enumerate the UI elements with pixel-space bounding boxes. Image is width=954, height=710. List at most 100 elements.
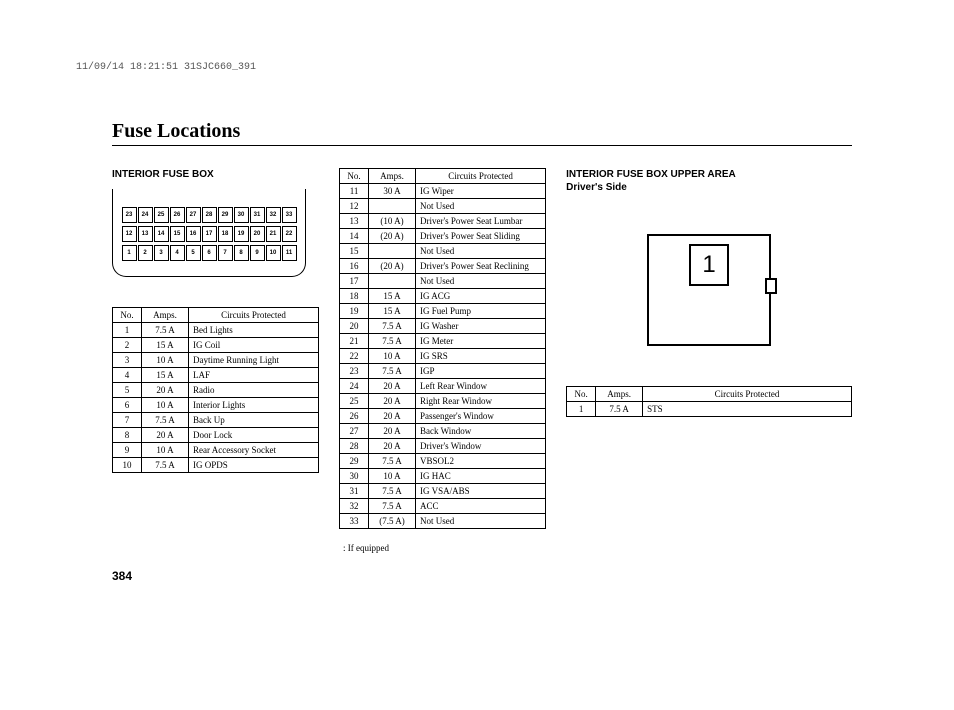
- table-row: 1915 AIG Fuel Pump: [340, 304, 546, 319]
- upperbox-diagram: 1: [647, 234, 771, 346]
- cell-no: 28: [340, 439, 369, 454]
- fuse-cell: 1: [122, 245, 137, 261]
- fuse-cell: 21: [266, 226, 281, 242]
- cell-circuits: Not Used: [416, 514, 546, 529]
- cell-circuits: Right Rear Window: [416, 394, 546, 409]
- cell-no: 27: [340, 424, 369, 439]
- table-row: 14(20 A)Driver's Power Seat Sliding: [340, 229, 546, 244]
- fuse-cell: 16: [186, 226, 201, 242]
- cell-no: 1: [567, 402, 596, 417]
- fuse-cell: 24: [138, 207, 153, 223]
- table-row: 237.5 AIGP: [340, 364, 546, 379]
- cell-circuits: IG Meter: [416, 334, 546, 349]
- fuse-cell: 6: [202, 245, 217, 261]
- fuse-cell: 9: [250, 245, 265, 261]
- cell-no: 20: [340, 319, 369, 334]
- section-3-title-line2: Driver's Side: [566, 182, 627, 193]
- fuse-cell: 10: [266, 245, 281, 261]
- cell-no: 16: [340, 259, 369, 274]
- cell-amps: [369, 244, 416, 259]
- cell-no: 19: [340, 304, 369, 319]
- cell-amps: 20 A: [369, 424, 416, 439]
- fuse-cell: 20: [250, 226, 265, 242]
- page-content: Fuse Locations INTERIOR FUSE BOX 2324252…: [112, 120, 852, 553]
- cell-no: 5: [113, 383, 142, 398]
- cell-amps: 7.5 A: [369, 334, 416, 349]
- cell-circuits: Driver's Window: [416, 439, 546, 454]
- cell-no: 23: [340, 364, 369, 379]
- cell-amps: 7.5 A: [369, 484, 416, 499]
- table-header-no: No.: [567, 387, 596, 402]
- cell-no: 30: [340, 469, 369, 484]
- cell-circuits: Driver's Power Seat Reclining: [416, 259, 546, 274]
- cell-amps: 20 A: [369, 409, 416, 424]
- fuse-cell: 33: [282, 207, 297, 223]
- table-row: 2620 APassenger's Window: [340, 409, 546, 424]
- cell-no: 3: [113, 353, 142, 368]
- cell-circuits: Passenger's Window: [416, 409, 546, 424]
- upperbox-diagram-wrap: 1: [566, 234, 852, 346]
- section-3-title: INTERIOR FUSE BOX UPPER AREA Driver's Si…: [566, 168, 852, 194]
- table-row: 317.5 AIG VSA/ABS: [340, 484, 546, 499]
- table-row: 327.5 AACC: [340, 499, 546, 514]
- column-1: INTERIOR FUSE BOX 2324252627282930313233…: [112, 168, 319, 473]
- table-row: 610 AInterior Lights: [113, 398, 319, 413]
- fuse-cell: 5: [186, 245, 201, 261]
- fuse-cell: 2: [138, 245, 153, 261]
- cell-no: 6: [113, 398, 142, 413]
- cell-no: 13: [340, 214, 369, 229]
- fuse-cell: 11: [282, 245, 297, 261]
- cell-no: 29: [340, 454, 369, 469]
- cell-amps: [369, 274, 416, 289]
- table-row: 297.5 AVBSOL2: [340, 454, 546, 469]
- fuse-cell: 32: [266, 207, 281, 223]
- cell-amps: 20 A: [369, 394, 416, 409]
- cell-circuits: IG Wiper: [416, 184, 546, 199]
- fuse-cell: 4: [170, 245, 185, 261]
- cell-circuits: Back Up: [189, 413, 319, 428]
- fuse-table-1: No. Amps. Circuits Protected 17.5 ABed L…: [112, 307, 319, 473]
- cell-circuits: Back Window: [416, 424, 546, 439]
- footnote: : If equipped: [343, 543, 546, 553]
- cell-amps: 7.5 A: [596, 402, 643, 417]
- cell-no: 32: [340, 499, 369, 514]
- column-2: No. Amps. Circuits Protected 1130 AIG Wi…: [339, 168, 546, 553]
- table-row: 2720 ABack Window: [340, 424, 546, 439]
- cell-circuits: Daytime Running Light: [189, 353, 319, 368]
- cell-amps: 20 A: [142, 383, 189, 398]
- cell-amps: 7.5 A: [142, 458, 189, 473]
- fuse-cell: 31: [250, 207, 265, 223]
- cell-circuits: IG Fuel Pump: [416, 304, 546, 319]
- table-row: 16(20 A)Driver's Power Seat Reclining: [340, 259, 546, 274]
- table-row: 310 ADaytime Running Light: [113, 353, 319, 368]
- table-row: 2820 ADriver's Window: [340, 439, 546, 454]
- fuse-cell: 3: [154, 245, 169, 261]
- fuse-row: 1213141516171819202122: [119, 226, 299, 242]
- table-header-circuits: Circuits Protected: [643, 387, 852, 402]
- cell-circuits: Driver's Power Seat Sliding: [416, 229, 546, 244]
- cell-no: 15: [340, 244, 369, 259]
- fuse-cell: 23: [122, 207, 137, 223]
- cell-amps: 10 A: [142, 353, 189, 368]
- cell-amps: 30 A: [369, 184, 416, 199]
- cell-no: 7: [113, 413, 142, 428]
- cell-no: 25: [340, 394, 369, 409]
- table-row: 215 AIG Coil: [113, 338, 319, 353]
- table-row: 107.5 AIG OPDS: [113, 458, 319, 473]
- cell-no: 1: [113, 323, 142, 338]
- cell-no: 4: [113, 368, 142, 383]
- cell-amps: 7.5 A: [142, 413, 189, 428]
- fusebox-diagram: 2324252627282930313233 121314151617181920…: [112, 189, 306, 277]
- table-header-amps: Amps.: [596, 387, 643, 402]
- fuse-cell: 17: [202, 226, 217, 242]
- cell-circuits: IG SRS: [416, 349, 546, 364]
- cell-amps: 7.5 A: [369, 364, 416, 379]
- cell-circuits: Driver's Power Seat Lumbar: [416, 214, 546, 229]
- cell-no: 12: [340, 199, 369, 214]
- cell-amps: [369, 199, 416, 214]
- table-row: 1815 AIG ACG: [340, 289, 546, 304]
- cell-circuits: IG ACG: [416, 289, 546, 304]
- table-row: 17.5 ASTS: [567, 402, 852, 417]
- fuse-cell: 29: [218, 207, 233, 223]
- fuse-row: 2324252627282930313233: [119, 207, 299, 223]
